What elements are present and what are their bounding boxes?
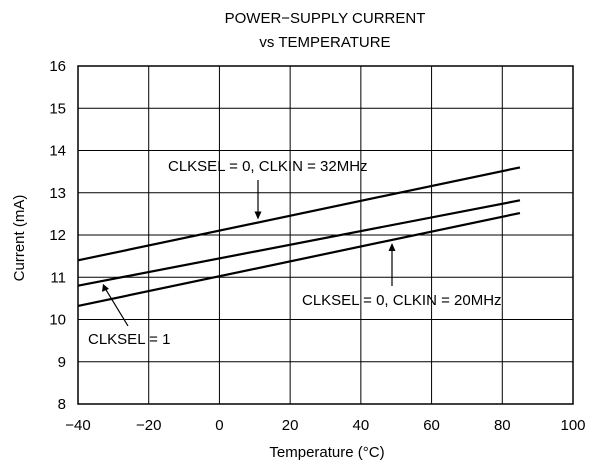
y-tick-label: 16 [49, 58, 66, 75]
x-tick-label: 40 [353, 417, 370, 434]
chart-title-line-1: POWER−SUPPLY CURRENT [225, 10, 426, 27]
y-tick-label: 13 [49, 185, 66, 202]
x-tick-label: 80 [494, 417, 511, 434]
x-tick-label: −40 [65, 417, 90, 434]
y-tick-label: 10 [49, 312, 66, 329]
annotation-32mhz-arrowhead [254, 211, 262, 220]
grid [77, 65, 574, 405]
series-lines [77, 166, 521, 308]
x-tick-label: 0 [215, 417, 223, 434]
annotation-clksel1-leader [105, 289, 129, 327]
y-tick-label: 12 [49, 227, 66, 244]
y-axis-label: Current (mA) [11, 195, 28, 282]
annotation-32mhz: CLKSEL = 0, CLKIN = 32MHz [168, 158, 368, 175]
annotation-20mhz-arrowhead [388, 242, 396, 251]
y-tick-label: 11 [50, 269, 66, 286]
annotation-20mhz: CLKSEL = 0, CLKIN = 20MHz [302, 292, 502, 309]
y-tick-label: 15 [49, 100, 66, 117]
x-axis-label: Temperature (°C) [269, 444, 384, 461]
series-line-3 [77, 211, 521, 308]
chart-title-line-2: vs TEMPERATURE [259, 34, 390, 51]
y-tick-label: 9 [58, 354, 66, 371]
y-tick-label: 14 [49, 143, 66, 160]
tick-labels: −40 −20 0 20 40 60 80 100 8 9 10 11 12 13 14 15 16 [49, 58, 585, 434]
x-tick-label: 20 [282, 417, 299, 434]
plot-frame [77, 65, 574, 405]
x-tick-label: −20 [136, 417, 161, 434]
x-tick-label: 60 [423, 417, 440, 434]
series-line-1 [77, 166, 521, 262]
series-line-2 [77, 199, 521, 287]
annotations: CLKSEL = 0, CLKIN = 32MHz CLKSEL = 1 CLKSE… [88, 158, 502, 348]
annotation-clksel1-arrowhead [102, 283, 109, 292]
x-tick-label: 100 [560, 417, 585, 434]
annotation-clksel1: CLKSEL = 1 [88, 331, 170, 348]
y-tick-label: 8 [58, 396, 66, 413]
